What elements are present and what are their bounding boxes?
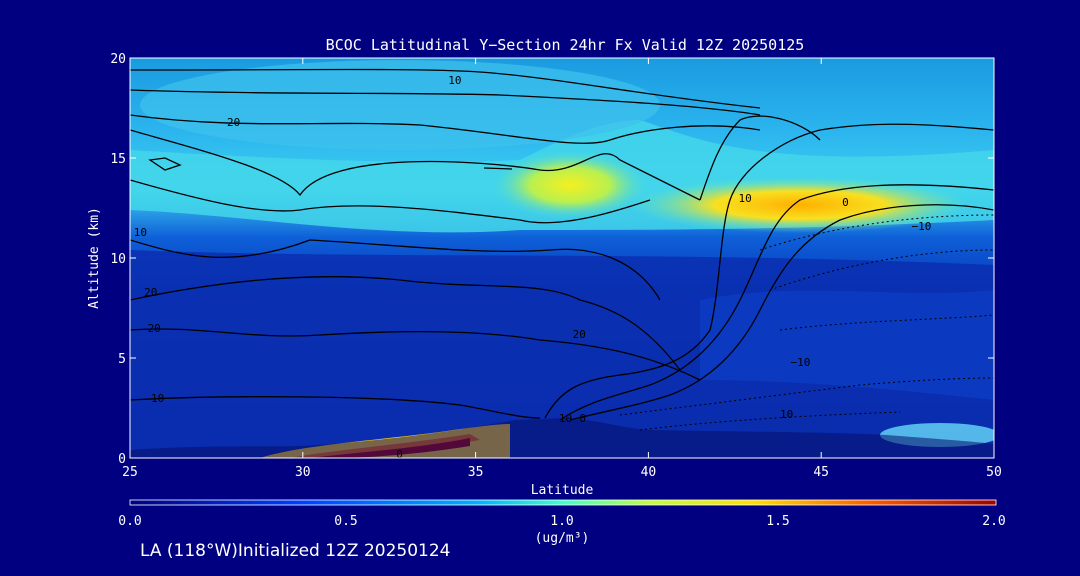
y-tick-label: 5 bbox=[118, 352, 126, 367]
yellow-region-east bbox=[630, 177, 970, 233]
contour-label: 20 bbox=[573, 328, 586, 341]
colorbar-unit-label: (ug/m³) bbox=[535, 531, 590, 546]
colorbar-tick-label: 0.0 bbox=[118, 514, 141, 529]
y-axis: 0 5 10 15 20 bbox=[110, 52, 994, 467]
yellow-region-center bbox=[490, 150, 650, 220]
x-tick-label: 35 bbox=[468, 465, 484, 480]
contour-label: 0 bbox=[396, 448, 403, 461]
init-note: LA (118°W)Initialized 12Z 20250124 bbox=[140, 541, 451, 561]
contour-label: 10 bbox=[559, 412, 572, 425]
contour-label: 0 bbox=[842, 196, 849, 209]
contour-label: 10 bbox=[134, 226, 147, 239]
y-tick-label: 20 bbox=[110, 52, 126, 67]
y-tick-label: 0 bbox=[118, 452, 126, 467]
colorbar bbox=[129, 499, 997, 506]
x-axis-label: Latitude bbox=[531, 483, 594, 498]
colorbar-tick-label: 1.5 bbox=[766, 514, 789, 529]
colorbar-tick-label: 1.0 bbox=[550, 514, 573, 529]
contour-lines bbox=[130, 68, 994, 421]
x-tick-label: 50 bbox=[986, 465, 1002, 480]
x-tick-label: 45 bbox=[813, 465, 829, 480]
contour-label: −10 bbox=[911, 220, 931, 233]
x-tick-label: 30 bbox=[295, 465, 311, 480]
x-tick-label: 40 bbox=[641, 465, 657, 480]
terrain-shadow bbox=[130, 418, 994, 458]
contour-label: 20 bbox=[227, 116, 240, 129]
contour-label: 20 bbox=[144, 286, 157, 299]
y-tick-label: 15 bbox=[110, 152, 126, 167]
chart-title: BCOC Latitudinal Y−Section 24hr Fx Valid… bbox=[326, 36, 805, 54]
plot-area bbox=[130, 58, 994, 458]
x-axis: 25 30 35 40 45 50 bbox=[122, 58, 1002, 480]
contour-label: 10 bbox=[448, 74, 461, 87]
contour-label: 10 bbox=[151, 392, 164, 405]
contour-labels: 10 20 10 0 −10 10 20 20 20 −10 10 10 0 10 0 bbox=[134, 74, 932, 461]
negative-contours bbox=[619, 214, 994, 431]
colorbar-tick-label: 0.5 bbox=[334, 514, 357, 529]
y-axis-label: Altitude (km) bbox=[87, 207, 102, 309]
mid-east-region bbox=[700, 290, 994, 400]
contour-label: −10 bbox=[791, 356, 811, 369]
upper-cyan-region bbox=[140, 60, 660, 150]
y-tick-label: 10 bbox=[110, 252, 126, 267]
contour-label: 0 bbox=[579, 412, 586, 425]
colorbar-tick-label: 2.0 bbox=[982, 514, 1005, 529]
contour-label: 10 bbox=[780, 408, 793, 421]
contour-label: 10 bbox=[739, 192, 752, 205]
contour-label: 20 bbox=[148, 322, 161, 335]
x-tick-label: 25 bbox=[122, 465, 138, 480]
colorbar-ticks: 0.0 0.5 1.0 1.5 2.0 bbox=[118, 514, 1005, 529]
